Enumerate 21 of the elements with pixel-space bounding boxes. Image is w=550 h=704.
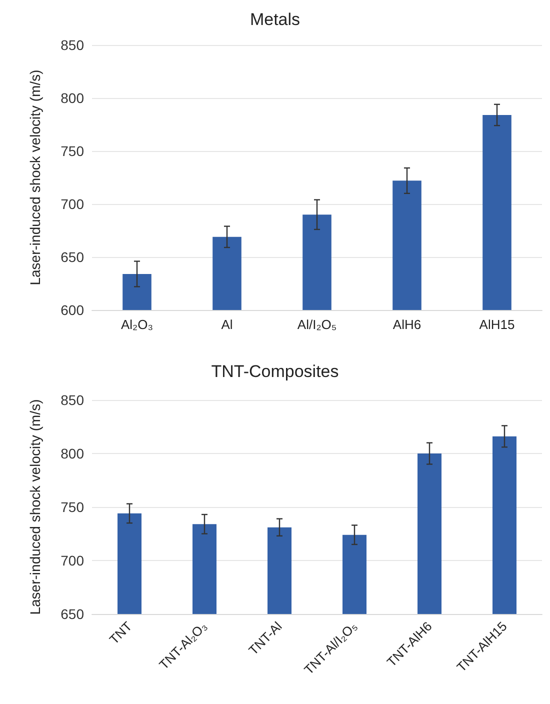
y-tick-label: 800 <box>60 446 84 462</box>
x-tick-label: Al₂O₃ <box>120 317 154 332</box>
y-tick-label: 700 <box>60 552 84 568</box>
y-tick-label: 750 <box>60 143 84 159</box>
x-tick-label: AlH6 <box>392 317 422 332</box>
y-tick-label: 700 <box>60 196 84 212</box>
y-tick-label: 800 <box>60 90 84 106</box>
chart-title: Metals <box>250 10 300 29</box>
x-tick-label: Al/I₂O₅ <box>297 317 337 332</box>
y-axis-title: Laser-induced shock velocity (m/s) <box>27 399 43 615</box>
y-tick-label: 650 <box>60 606 84 622</box>
y-tick-label: 600 <box>60 302 84 318</box>
y-tick-label: 750 <box>60 499 84 515</box>
x-tick-label: AlH15 <box>479 317 515 332</box>
x-tick-label: TNT <box>106 618 135 648</box>
y-tick-label: 650 <box>60 249 84 265</box>
chart-title: TNT-Composites <box>211 362 339 381</box>
y-tick-label: 850 <box>60 392 84 408</box>
y-tick-label: 850 <box>60 37 84 53</box>
y-axis-title: Laser-induced shock velocity (m/s) <box>27 70 43 286</box>
x-tick-label: Al <box>221 317 233 332</box>
